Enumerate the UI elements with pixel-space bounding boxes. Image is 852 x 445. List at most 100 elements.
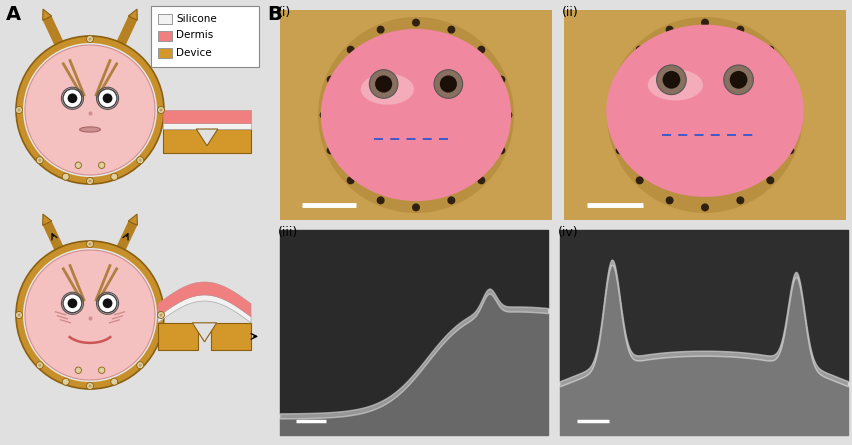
Circle shape xyxy=(665,196,674,204)
Circle shape xyxy=(67,299,78,308)
Circle shape xyxy=(608,111,617,119)
Circle shape xyxy=(103,93,112,103)
Ellipse shape xyxy=(607,25,803,197)
Bar xyxy=(158,323,198,350)
Circle shape xyxy=(63,89,82,108)
Text: (ii): (ii) xyxy=(562,6,579,19)
Circle shape xyxy=(25,45,155,175)
Circle shape xyxy=(103,299,112,308)
Circle shape xyxy=(377,26,384,34)
Text: Silicone: Silicone xyxy=(176,13,216,24)
Circle shape xyxy=(38,159,41,162)
Circle shape xyxy=(663,71,681,89)
Circle shape xyxy=(434,70,463,98)
Text: (iv): (iv) xyxy=(558,226,579,239)
Polygon shape xyxy=(129,214,137,225)
Circle shape xyxy=(89,243,91,246)
Polygon shape xyxy=(43,9,52,20)
Circle shape xyxy=(62,173,69,180)
Circle shape xyxy=(477,46,486,54)
Circle shape xyxy=(158,106,164,113)
Circle shape xyxy=(18,109,20,112)
Circle shape xyxy=(136,157,144,164)
Bar xyxy=(560,230,848,332)
Circle shape xyxy=(636,176,643,184)
Circle shape xyxy=(375,76,392,93)
Polygon shape xyxy=(43,214,52,225)
Circle shape xyxy=(793,111,802,119)
Circle shape xyxy=(504,111,512,119)
Ellipse shape xyxy=(79,127,101,132)
Circle shape xyxy=(786,76,794,84)
Circle shape xyxy=(89,179,91,182)
Polygon shape xyxy=(129,9,137,20)
Circle shape xyxy=(139,159,141,162)
Bar xyxy=(560,230,848,435)
Circle shape xyxy=(701,19,709,27)
Circle shape xyxy=(701,203,709,211)
Circle shape xyxy=(99,162,105,169)
Circle shape xyxy=(665,26,674,34)
Circle shape xyxy=(736,26,745,34)
Circle shape xyxy=(159,109,163,112)
Circle shape xyxy=(729,71,747,89)
Text: (i): (i) xyxy=(278,6,291,19)
Circle shape xyxy=(16,241,164,389)
Circle shape xyxy=(786,146,794,154)
Text: B: B xyxy=(267,5,282,24)
Circle shape xyxy=(326,76,335,84)
Circle shape xyxy=(498,76,505,84)
Circle shape xyxy=(616,76,624,84)
Circle shape xyxy=(15,312,22,319)
Circle shape xyxy=(23,43,157,177)
Circle shape xyxy=(98,294,117,313)
Ellipse shape xyxy=(321,29,511,201)
Circle shape xyxy=(15,106,22,113)
Circle shape xyxy=(18,313,20,316)
Circle shape xyxy=(136,362,144,369)
Circle shape xyxy=(25,250,155,380)
Polygon shape xyxy=(158,295,251,323)
Bar xyxy=(163,110,251,123)
Bar xyxy=(158,14,172,24)
Circle shape xyxy=(326,146,335,154)
Bar xyxy=(163,129,251,153)
Circle shape xyxy=(657,65,686,95)
FancyBboxPatch shape xyxy=(151,5,258,66)
Text: Dermis: Dermis xyxy=(176,31,213,40)
Text: Device: Device xyxy=(176,48,211,57)
Circle shape xyxy=(736,196,745,204)
Circle shape xyxy=(87,178,94,185)
Text: (iii): (iii) xyxy=(278,226,298,239)
Circle shape xyxy=(447,196,455,204)
Bar xyxy=(280,230,548,332)
Bar xyxy=(564,10,846,220)
Circle shape xyxy=(87,240,94,247)
Circle shape xyxy=(412,203,420,211)
Circle shape xyxy=(89,37,91,40)
Circle shape xyxy=(89,384,91,388)
Circle shape xyxy=(38,364,41,367)
Circle shape xyxy=(75,367,82,373)
Polygon shape xyxy=(158,282,251,317)
Circle shape xyxy=(87,36,94,43)
Circle shape xyxy=(75,162,82,169)
Circle shape xyxy=(37,157,43,164)
Circle shape xyxy=(616,146,624,154)
Circle shape xyxy=(347,176,354,184)
Circle shape xyxy=(111,378,118,385)
Circle shape xyxy=(636,46,643,54)
Circle shape xyxy=(498,146,505,154)
Circle shape xyxy=(477,176,486,184)
Circle shape xyxy=(766,46,774,54)
Circle shape xyxy=(111,173,118,180)
Bar xyxy=(211,323,251,350)
Circle shape xyxy=(159,313,163,316)
Circle shape xyxy=(447,26,455,34)
Ellipse shape xyxy=(360,74,414,105)
Ellipse shape xyxy=(648,69,703,101)
Circle shape xyxy=(370,70,398,98)
Bar xyxy=(163,123,251,129)
Circle shape xyxy=(377,196,384,204)
Circle shape xyxy=(99,367,105,373)
